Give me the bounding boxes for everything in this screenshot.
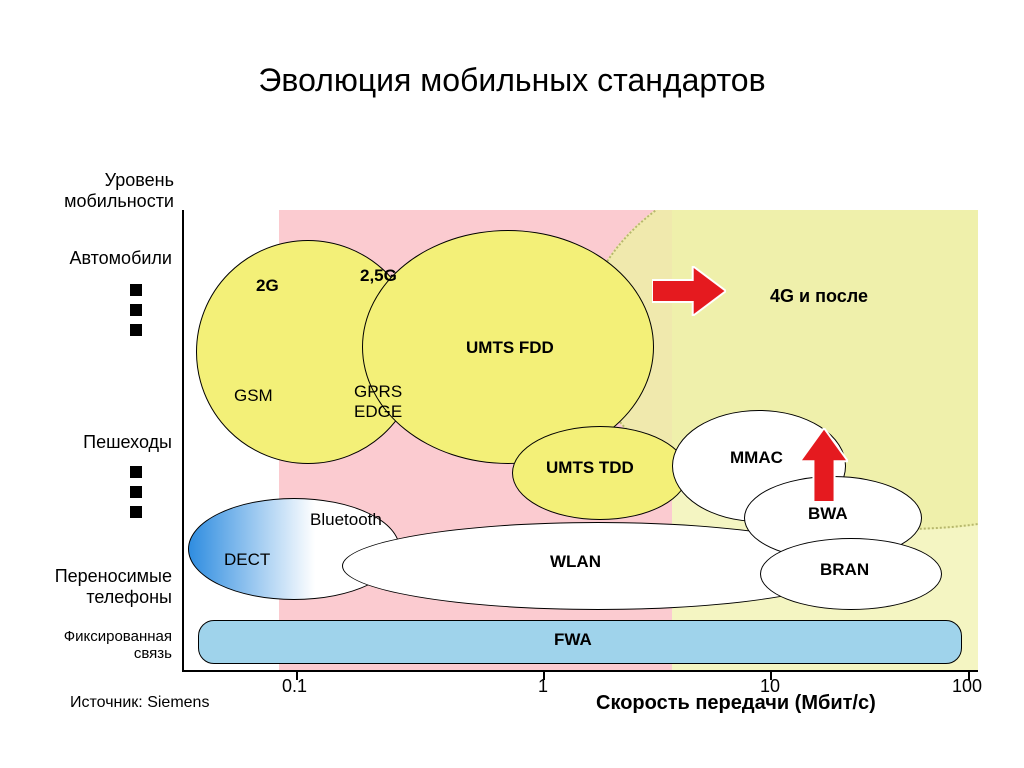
x-tick-label: 0.1 bbox=[282, 676, 307, 697]
bubble-label-umts-tdd: UMTS TDD bbox=[546, 458, 634, 478]
source-text: Источник: Siemens bbox=[70, 694, 209, 712]
y-axis-label: Автомобили bbox=[12, 248, 172, 269]
bubble-label-bran: BRAN bbox=[820, 560, 869, 580]
bar-label-fwa: FWA bbox=[554, 630, 592, 650]
bubble-label-mmac: MMAC bbox=[730, 448, 783, 468]
bubble-label-gsm-2g: 2G bbox=[256, 276, 279, 296]
bubble-label-dect: Bluetooth bbox=[310, 510, 382, 530]
bubble-label-umts-fdd: UMTS FDD bbox=[466, 338, 554, 358]
bubble-label-dect: DECT bbox=[224, 550, 270, 570]
bubble-label-wlan: WLAN bbox=[550, 552, 601, 572]
chart-title: Эволюция мобильных стандартов bbox=[0, 62, 1024, 99]
arrow-right-icon bbox=[652, 266, 726, 316]
y-axis-label: Фиксированная связь bbox=[2, 628, 172, 662]
y-axis-dots bbox=[130, 284, 142, 336]
y-axis-dots bbox=[130, 466, 142, 518]
x-tick-label: 1 bbox=[538, 676, 548, 697]
bubble-label-gsm-2g: GSM bbox=[234, 386, 273, 406]
panel-label-4g-ellipse: 4G и после bbox=[744, 286, 894, 307]
bubble-label-umts-fdd: 2,5G bbox=[360, 266, 397, 286]
bubble-label-bwa: BWA bbox=[808, 504, 848, 524]
x-axis-title: Скорость передачи (Мбит/с) bbox=[596, 692, 876, 715]
y-axis-label: Пешеходы bbox=[12, 432, 172, 453]
plot-area: Развертывание в 2000-2009 гг.Будущие сис… bbox=[182, 210, 978, 672]
y-axis-title: Уровень мобильности bbox=[14, 170, 174, 212]
x-tick-label: 100 bbox=[952, 676, 982, 697]
y-axis-label: Переносимые телефоны bbox=[2, 566, 172, 608]
bubble-label-umts-fdd: GPRS EDGE bbox=[354, 382, 402, 422]
arrow-up-icon bbox=[800, 428, 848, 502]
